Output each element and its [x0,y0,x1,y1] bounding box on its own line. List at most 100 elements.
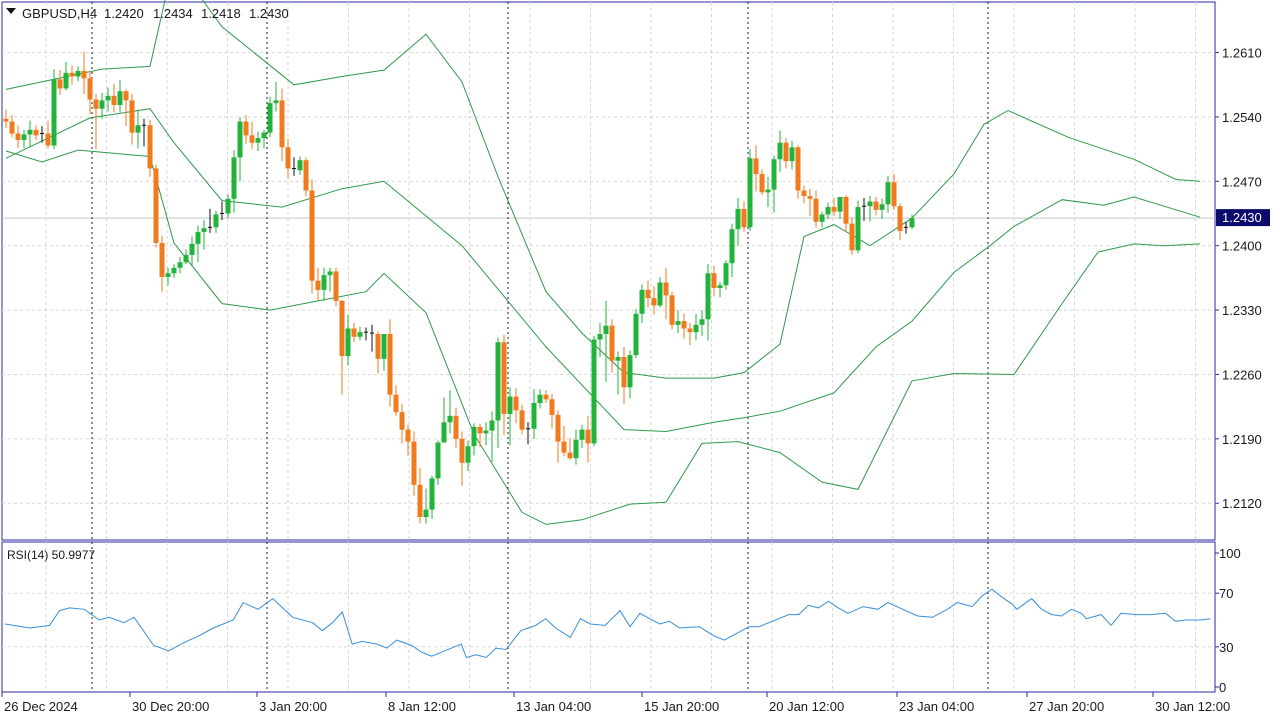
candle[interactable] [267,96,273,138]
candle[interactable] [93,93,99,150]
candle[interactable] [87,70,93,115]
candle[interactable] [585,415,591,463]
candle[interactable] [453,407,459,449]
candle[interactable] [142,118,146,147]
candle[interactable] [526,422,530,445]
candle[interactable] [279,88,285,162]
candle[interactable] [183,249,189,265]
candle[interactable] [495,337,501,449]
candle[interactable] [561,425,567,457]
candle[interactable] [51,69,57,150]
rsi-axis[interactable]: 100 70 30 0 [1215,546,1241,695]
candle[interactable] [489,411,495,462]
candle[interactable] [603,300,609,382]
candle[interactable] [549,393,555,429]
candle[interactable] [885,175,891,213]
candle[interactable] [339,299,345,395]
candle[interactable] [21,129,27,149]
candle[interactable] [507,387,513,446]
candle[interactable] [195,225,201,263]
candle[interactable] [237,116,243,182]
main-plot-frame[interactable] [1,1,1216,541]
candle[interactable] [831,197,837,217]
candle[interactable] [645,280,651,308]
candle[interactable] [501,334,507,436]
candle[interactable] [531,389,537,439]
candle[interactable] [729,223,735,277]
candle[interactable] [297,156,303,175]
candle[interactable] [843,195,849,232]
candle[interactable] [615,351,621,395]
candle[interactable] [123,89,129,127]
candle[interactable] [597,322,603,357]
candle[interactable] [621,346,627,404]
candle[interactable] [483,422,489,446]
candle[interactable] [789,140,795,170]
candle[interactable] [609,319,615,373]
candle[interactable] [285,139,291,179]
candle[interactable] [364,327,368,341]
candle[interactable] [351,322,357,343]
candle[interactable] [813,190,819,228]
candle[interactable] [423,488,429,524]
candle[interactable] [417,468,423,524]
candle[interactable] [111,83,117,113]
candle[interactable] [171,264,177,278]
candle[interactable] [165,267,171,286]
candle[interactable] [783,138,789,169]
candle[interactable] [837,196,843,220]
candle[interactable] [441,397,447,443]
candle[interactable] [147,119,153,177]
candle[interactable] [687,322,693,346]
candle[interactable] [693,313,699,341]
candle[interactable] [855,200,861,254]
candle[interactable] [904,221,908,234]
candle[interactable] [657,276,663,308]
candle[interactable] [129,93,135,145]
candle[interactable] [795,145,801,199]
candle[interactable] [375,331,381,374]
candle[interactable] [711,265,717,297]
candle[interactable] [261,129,267,149]
candle[interactable] [627,350,633,399]
candle[interactable] [567,437,573,460]
candle[interactable] [393,385,399,416]
candle[interactable] [537,389,543,409]
candle[interactable] [807,188,813,217]
candle[interactable] [663,267,669,320]
candle[interactable] [63,61,69,91]
candle[interactable] [777,130,783,173]
candle[interactable] [717,281,723,298]
candle[interactable] [220,201,224,220]
candle[interactable] [81,51,87,94]
candle[interactable] [208,208,212,233]
candle[interactable] [225,194,231,219]
candle[interactable] [873,196,879,216]
candle[interactable] [543,390,549,403]
candle[interactable] [249,121,255,150]
candle[interactable] [705,264,711,341]
candle[interactable] [639,284,645,323]
candle[interactable] [879,198,885,220]
candle[interactable] [69,65,75,85]
candle[interactable] [867,196,873,222]
candle[interactable] [465,440,471,472]
candle[interactable] [471,423,477,456]
candle[interactable] [3,109,9,128]
candle[interactable] [447,390,453,434]
candle[interactable] [699,310,705,336]
candle[interactable] [357,326,363,341]
candle[interactable] [153,164,159,248]
candle[interactable] [819,211,825,228]
candle[interactable] [591,335,597,447]
candle[interactable] [897,203,903,241]
candle[interactable] [45,120,51,149]
candle[interactable] [9,115,15,138]
candle[interactable] [177,256,183,274]
candle[interactable] [57,70,63,95]
candle[interactable] [765,176,771,208]
candle[interactable] [405,425,411,456]
candle[interactable] [231,150,237,213]
candle[interactable] [15,125,21,149]
candle[interactable] [669,291,675,330]
